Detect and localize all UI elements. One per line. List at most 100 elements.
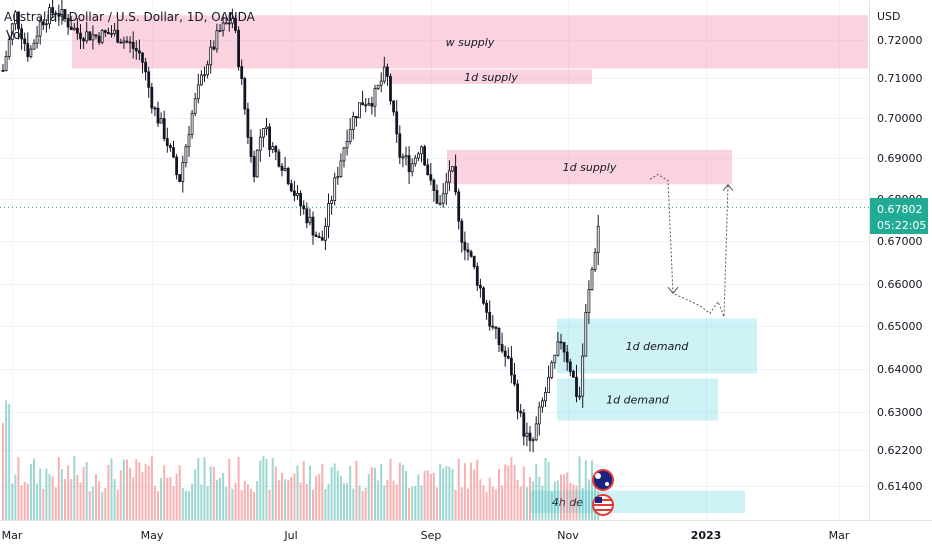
candle-body [562,342,566,353]
candle-body [451,166,454,172]
candle-body [54,12,58,15]
volume-bar [318,474,321,520]
candle-body [144,61,148,73]
volume-bar [361,491,364,520]
candle-body [469,251,473,257]
volume-bar [460,487,463,520]
candle-body [407,155,411,173]
usa-flag-icon[interactable] [592,494,614,516]
candle-body [438,202,442,205]
volume-bar [57,457,60,520]
volume-bar [408,487,411,520]
candle-body [410,163,414,173]
candle-body [100,30,104,43]
volume-bar [122,459,125,520]
demand-zone[interactable] [530,490,745,514]
candle-body [392,100,396,113]
candle-body [72,27,76,31]
candle-body [506,355,510,359]
grid [0,0,869,520]
candle-body [107,31,110,35]
volume-bar [516,479,519,520]
volume-bar [76,475,79,520]
candle-body [32,42,36,50]
volume-bar [327,483,330,520]
volume-bar [339,475,342,520]
candle-body [457,191,461,222]
volume-bar [389,458,392,520]
volume-bar [302,460,305,520]
volume-bar [259,460,262,520]
candle-body [1,70,5,72]
volume-bar [386,479,389,520]
candle-body [283,168,287,171]
supply-zone[interactable] [390,69,592,84]
demand-zone[interactable] [557,318,757,374]
volume-bar [398,462,401,520]
candle-body [255,149,259,178]
candle-body [475,266,479,286]
volume-bar [144,463,147,520]
volume-bar [513,464,516,520]
candle-body [274,146,278,153]
volume-bar [20,485,23,520]
candle-body [398,133,402,158]
supply-zone[interactable] [72,15,868,69]
volume-bar [380,464,383,520]
candle-body [420,146,423,155]
volume-bar [166,477,169,520]
zone-label: 1d supply [563,161,617,174]
candle-body [292,190,296,196]
volume-bar [184,490,187,520]
candle-body [590,269,594,290]
volume-bar [324,488,327,520]
candle-body [79,32,82,40]
projection-path [649,173,734,317]
volume-bar [48,474,51,520]
volume-bar [141,472,144,520]
time-tick-label: Mar [2,529,23,542]
volume-bar [2,423,4,520]
candle-body [110,33,113,35]
candle-body [94,34,98,37]
candle-body [345,141,349,149]
candle-body [454,166,458,193]
candle-body [249,136,253,158]
volume-bar [541,485,544,520]
candle-body [305,208,309,224]
candle-body [323,226,327,241]
volume-bar [343,483,345,520]
candle-body [463,241,467,251]
candle-body [516,383,519,412]
price-axis[interactable]: USD 0.720000.710000.700000.690000.680000… [869,0,932,520]
volume-bar [225,486,228,520]
candle-body [534,423,538,441]
candle-body [51,7,54,14]
volume-bar [206,486,209,520]
volume-bar [91,486,94,520]
candle-body [103,30,107,33]
volume-bar [429,473,432,520]
candle-body [361,102,365,106]
candle-body [137,50,141,54]
volume-bar [240,490,243,520]
volume-bar [330,467,333,520]
volume-bar [293,473,296,520]
country-flags[interactable] [592,469,614,516]
australia-flag-icon[interactable] [592,469,614,491]
volume-bar [432,472,435,520]
time-axis[interactable]: Mar May Jul Sep Nov 2023 Mar [0,520,932,550]
candle-body [435,190,439,204]
volume-bar [355,460,358,520]
volume-bar [175,473,178,520]
supply-zone[interactable] [447,150,732,185]
volume-bar [442,468,445,520]
volume-bar [544,458,547,520]
volume-bar [178,465,181,520]
volume-bar [116,489,119,520]
candle-body [224,22,228,25]
volume-bar [250,488,252,520]
candle-body [553,354,557,364]
volume-bar [11,483,14,520]
